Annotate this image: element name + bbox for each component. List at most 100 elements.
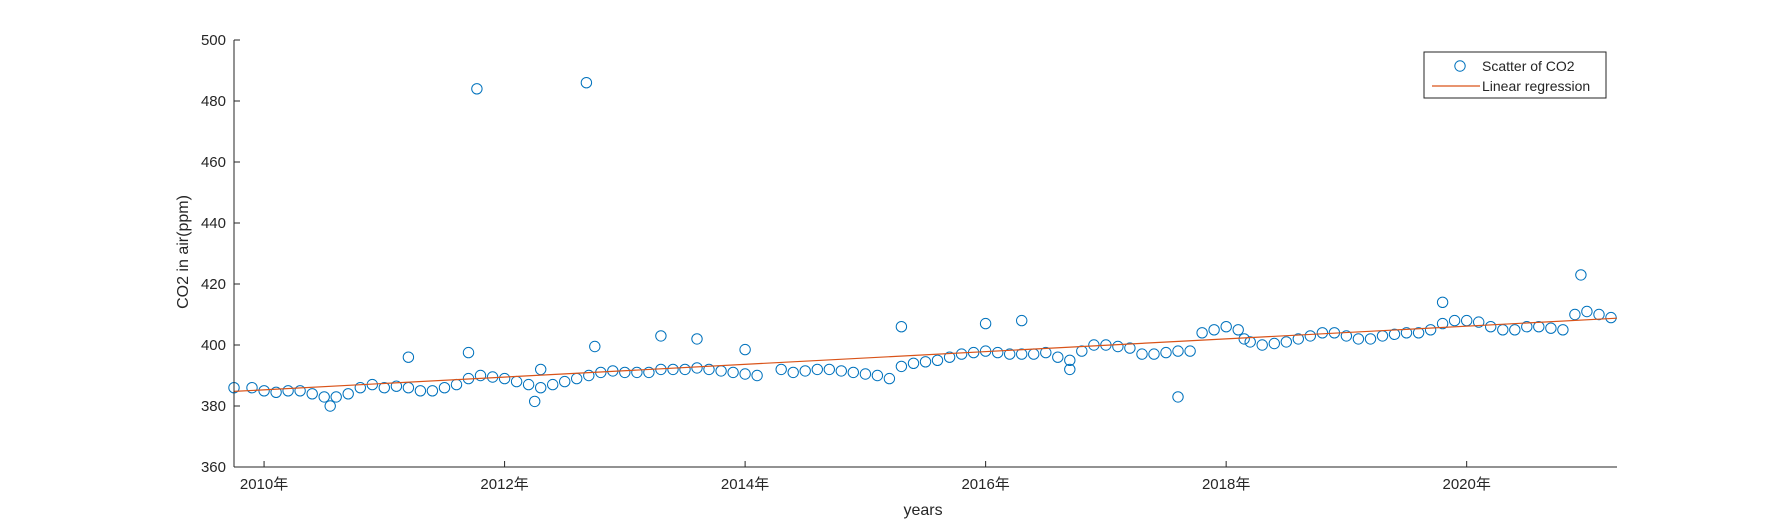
- scatter-point: [703, 363, 715, 376]
- scatter-point: [631, 366, 643, 379]
- scatter-point: [979, 317, 992, 330]
- scatter-point: [727, 366, 739, 379]
- regression-line: [233, 317, 1618, 392]
- scatter-point: [895, 360, 908, 373]
- scatter-point: [931, 354, 944, 366]
- scatter-point: [390, 380, 403, 392]
- scatter-point: [787, 366, 799, 379]
- scatter-point: [1268, 337, 1281, 350]
- legend: Scatter of CO2 Linear regression: [1423, 51, 1607, 99]
- scatter-point: [589, 340, 601, 353]
- scatter-point: [667, 363, 679, 376]
- scatter-point: [847, 366, 859, 379]
- scatter-point: [1064, 354, 1076, 366]
- scatter-point: [258, 385, 270, 397]
- scatter-point: [580, 77, 593, 89]
- scatter-point: [583, 369, 595, 382]
- scatter-point: [1064, 363, 1076, 376]
- scatter-point: [1400, 327, 1413, 339]
- scatter-point: [1244, 336, 1256, 348]
- scatter-point: [1112, 340, 1124, 353]
- scatter-point: [1256, 339, 1268, 351]
- plot-marks: [228, 77, 1618, 412]
- legend-entry-label: Scatter of CO2: [1482, 58, 1575, 74]
- scatter-point: [498, 372, 511, 385]
- scatter-point: [871, 369, 884, 382]
- scatter-point: [462, 346, 475, 359]
- scatter-point: [1545, 322, 1557, 334]
- y-tick-label: 360: [201, 459, 226, 476]
- scatter-point: [246, 382, 258, 394]
- scatter-point: [1076, 345, 1088, 357]
- scatter-point: [1581, 305, 1593, 318]
- scatter-point: [1184, 345, 1196, 357]
- scatter-point: [354, 382, 366, 394]
- scatter-point: [1238, 333, 1250, 345]
- scatter-point: [1436, 296, 1449, 308]
- scatter-point: [1473, 316, 1485, 328]
- scatter-point: [559, 375, 571, 388]
- scatter-point: [1340, 330, 1353, 342]
- scatter-point: [859, 368, 872, 380]
- scatter-point: [1424, 324, 1437, 336]
- scatter-point: [1172, 345, 1184, 357]
- scatter-point: [547, 378, 559, 391]
- scatter-point: [1412, 327, 1425, 339]
- scatter-point: [330, 391, 342, 403]
- scatter-point: [1316, 327, 1329, 339]
- scatter-point: [438, 382, 451, 394]
- scatter-point: [739, 368, 751, 380]
- scatter-point: [535, 382, 547, 394]
- scatter-point: [799, 365, 811, 377]
- scatter-point: [835, 365, 847, 377]
- x-tick-label: 2016年: [961, 476, 1009, 493]
- y-tick-label: 440: [201, 215, 226, 232]
- scatter-point: [1196, 327, 1208, 339]
- scatter-point: [751, 369, 763, 382]
- scatter-point: [1172, 391, 1184, 403]
- scatter-point: [691, 333, 703, 345]
- legend-entry-label: Linear regression: [1482, 78, 1590, 94]
- x-tick-label: 2018年: [1202, 476, 1250, 493]
- scatter-point: [955, 348, 968, 360]
- scatter-point: [270, 386, 282, 398]
- scatter-point: [1040, 346, 1052, 359]
- scatter-point: [522, 378, 535, 391]
- scatter-point: [1016, 314, 1028, 327]
- scatter-point: [474, 369, 487, 382]
- scatter-point: [1388, 328, 1401, 340]
- legend-scatter-marker: [1454, 60, 1466, 72]
- scatter-point: [1605, 311, 1617, 324]
- scatter-point: [823, 363, 835, 376]
- scatter-point: [1352, 333, 1365, 345]
- scatter-point: [342, 388, 354, 400]
- scatter-point: [426, 385, 439, 397]
- x-tick-label: 2012年: [480, 476, 528, 493]
- scatter-point: [919, 356, 932, 368]
- scatter-point: [1160, 346, 1172, 359]
- scatter-point: [619, 366, 631, 379]
- scatter-point: [691, 362, 703, 374]
- scatter-point: [1016, 348, 1028, 360]
- scatter-point: [1485, 321, 1497, 333]
- scatter-point: [883, 372, 896, 385]
- scatter-point: [1557, 324, 1569, 336]
- scatter-point: [324, 400, 336, 412]
- scatter-point: [1533, 321, 1545, 333]
- y-tick-label: 500: [201, 32, 226, 49]
- scatter-point: [811, 363, 823, 376]
- scatter-point: [378, 382, 390, 394]
- scatter-point: [294, 385, 306, 397]
- scatter-point: [1208, 324, 1220, 336]
- scatter-point: [1136, 348, 1148, 360]
- scatter-point: [1220, 321, 1232, 333]
- scatter-point: [471, 83, 483, 95]
- scatter-point: [1364, 333, 1377, 345]
- y-tick-label: 400: [201, 337, 226, 354]
- scatter-point: [643, 366, 655, 379]
- scatter-point: [1436, 317, 1449, 330]
- axes: 360 380 400 420 440 460 480 500 2010年 2012年 2014年 2…: [201, 32, 1617, 493]
- scatter-point: [943, 351, 956, 363]
